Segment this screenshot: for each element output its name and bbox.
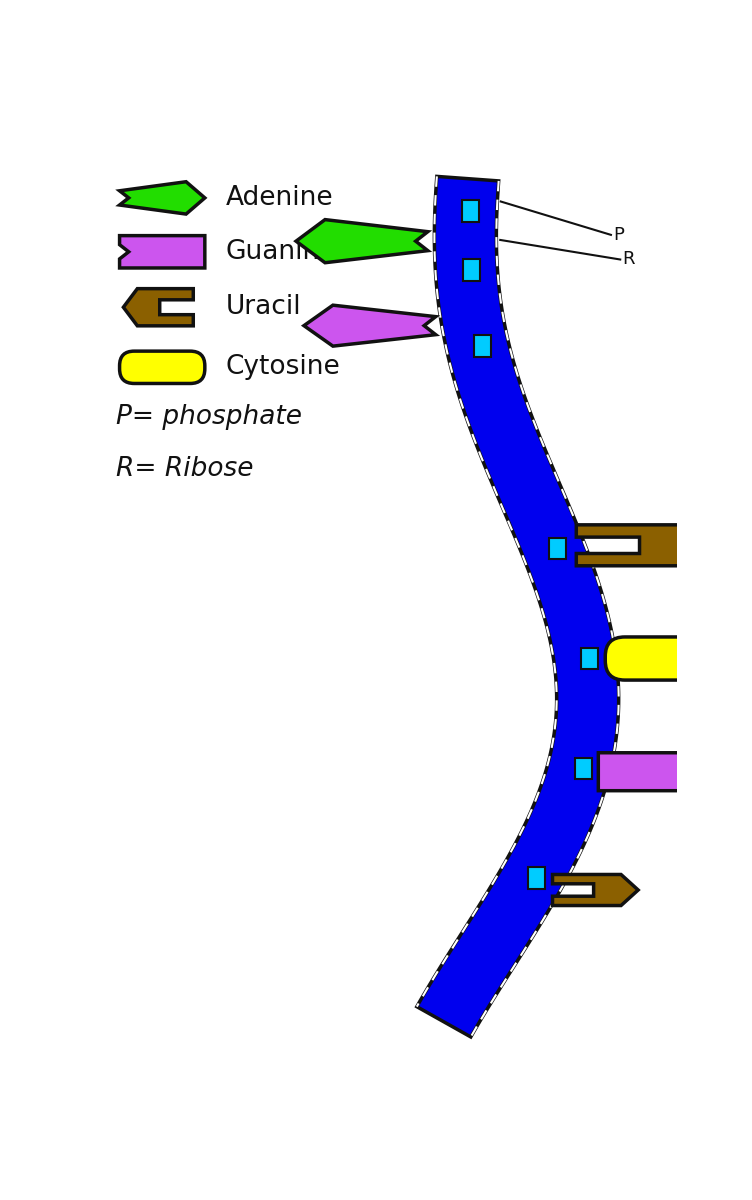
Bar	[462, 200, 479, 222]
Bar	[581, 648, 598, 670]
Polygon shape	[417, 176, 619, 1037]
Polygon shape	[123, 289, 193, 326]
Polygon shape	[553, 875, 638, 906]
Polygon shape	[599, 752, 730, 791]
Bar	[550, 538, 566, 559]
Polygon shape	[120, 235, 205, 268]
Text: Uracil: Uracil	[226, 294, 302, 320]
Text: P: P	[613, 226, 624, 244]
Polygon shape	[576, 524, 708, 565]
Text: P= phosphate: P= phosphate	[116, 404, 302, 431]
Polygon shape	[296, 220, 428, 263]
FancyBboxPatch shape	[120, 352, 205, 384]
Bar	[528, 868, 545, 889]
Bar	[474, 335, 490, 356]
Bar	[575, 757, 592, 779]
Polygon shape	[120, 181, 205, 214]
Text: Cytosine: Cytosine	[226, 354, 341, 380]
FancyBboxPatch shape	[605, 637, 737, 680]
Text: Guanine: Guanine	[226, 239, 336, 265]
Bar	[462, 259, 480, 281]
Text: R: R	[623, 251, 635, 269]
Polygon shape	[304, 305, 435, 346]
Text: R= Ribose: R= Ribose	[116, 456, 253, 482]
Text: Adenine: Adenine	[226, 185, 333, 211]
